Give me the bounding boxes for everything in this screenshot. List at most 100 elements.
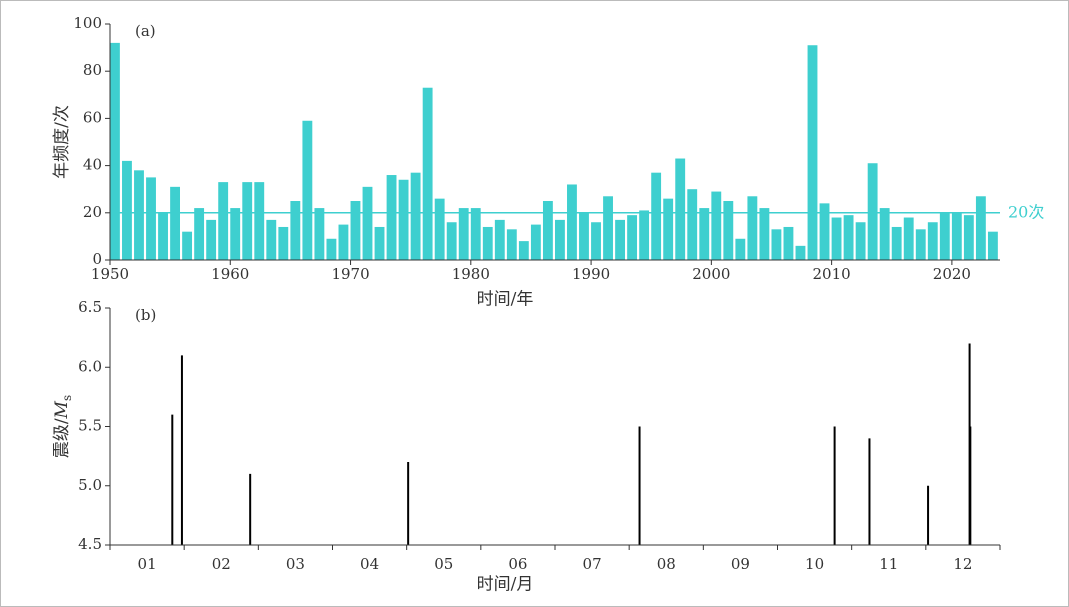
bar [506, 229, 517, 260]
bar [410, 172, 421, 260]
y-axis-label: 震级/Ms [52, 395, 74, 458]
y-tick-label: 5.5 [78, 417, 102, 435]
reference-label: 20次 [1008, 202, 1044, 221]
bar [182, 231, 193, 260]
y-tick-label: 4.5 [78, 535, 102, 553]
bar [254, 182, 265, 260]
y-tick-label: 0 [92, 250, 102, 268]
x-tick-label: 03 [286, 555, 305, 573]
bar [170, 186, 180, 260]
y-tick-label: 100 [73, 14, 102, 32]
bar [542, 201, 553, 260]
bar [567, 184, 577, 260]
bar [398, 179, 409, 260]
bar [711, 191, 722, 260]
bar [422, 87, 433, 260]
bar [470, 208, 481, 260]
panel-label: (a) [135, 22, 156, 40]
x-tick-label: 2020 [933, 265, 971, 283]
bar [242, 182, 253, 260]
x-tick-label: 1950 [91, 265, 129, 283]
x-axis-label: 时间/年 [477, 290, 534, 310]
x-tick-label: 06 [508, 555, 527, 573]
bar [975, 196, 986, 260]
x-tick-label: 12 [953, 555, 972, 573]
bar [518, 241, 529, 260]
bar [783, 226, 794, 260]
bar [494, 219, 505, 260]
bar [218, 182, 229, 260]
bar [482, 226, 493, 260]
bar [939, 212, 950, 260]
y-tick-label: 80 [83, 61, 102, 79]
bar [987, 231, 998, 260]
bar [266, 219, 277, 260]
x-tick-label: 07 [583, 555, 602, 573]
y-axis-label-subscript: s [60, 395, 74, 401]
bar [134, 170, 144, 260]
bar [314, 208, 325, 260]
x-tick-label: 02 [212, 555, 231, 573]
y-tick-label: 6.5 [78, 298, 102, 316]
bar [206, 219, 217, 260]
x-tick-label: 05 [434, 555, 453, 573]
bar [879, 208, 890, 260]
x-tick-label: 09 [731, 555, 750, 573]
bar [110, 42, 120, 260]
bar [446, 222, 457, 260]
bar [687, 189, 698, 260]
y-axis-label: 年频度/次 [52, 105, 72, 179]
bar [615, 219, 625, 260]
bar [903, 217, 914, 260]
bar [326, 238, 337, 260]
bar [675, 158, 686, 260]
bar [651, 172, 662, 260]
bar [146, 177, 156, 260]
bar [122, 160, 132, 260]
y-axis-label-text: 震级/ [52, 418, 72, 458]
bar [350, 201, 361, 260]
bar [963, 215, 974, 260]
bar [747, 196, 758, 260]
y-tick-label: 6.0 [78, 357, 102, 375]
x-tick-label: 2000 [692, 265, 730, 283]
x-tick-label: 2010 [813, 265, 851, 283]
bar [843, 215, 854, 260]
bar [915, 229, 926, 260]
bar [927, 222, 938, 260]
bar [362, 186, 373, 260]
bar [290, 201, 301, 260]
bar [663, 198, 674, 260]
bar [386, 175, 397, 260]
bar [627, 215, 638, 260]
bar [158, 212, 168, 260]
y-axis-label-text: 年频度/次 [52, 105, 72, 179]
y-axis-label-symbol: M [52, 400, 72, 419]
y-tick-label: 5.0 [78, 476, 102, 494]
y-tick-label: 40 [83, 156, 102, 174]
bar [771, 229, 782, 260]
panel-label: (b) [135, 306, 156, 324]
x-axis-label: 时间/月 [477, 575, 534, 595]
bar [194, 208, 205, 260]
bar [278, 226, 289, 260]
bar [735, 238, 746, 260]
x-tick-label: 10 [805, 555, 824, 573]
bar [831, 217, 842, 260]
bar [855, 222, 866, 260]
bar [759, 208, 770, 260]
bar [603, 196, 613, 260]
bar [338, 224, 349, 260]
x-tick-label: 1970 [331, 265, 369, 283]
bar [579, 212, 589, 260]
x-tick-label: 11 [879, 555, 898, 573]
y-tick-label: 20 [83, 203, 102, 221]
x-tick-label: 08 [657, 555, 676, 573]
bar [458, 208, 469, 260]
bar [555, 219, 565, 260]
x-tick-label: 04 [360, 555, 379, 573]
bar [795, 245, 806, 260]
bar [891, 226, 902, 260]
bar [639, 210, 650, 260]
